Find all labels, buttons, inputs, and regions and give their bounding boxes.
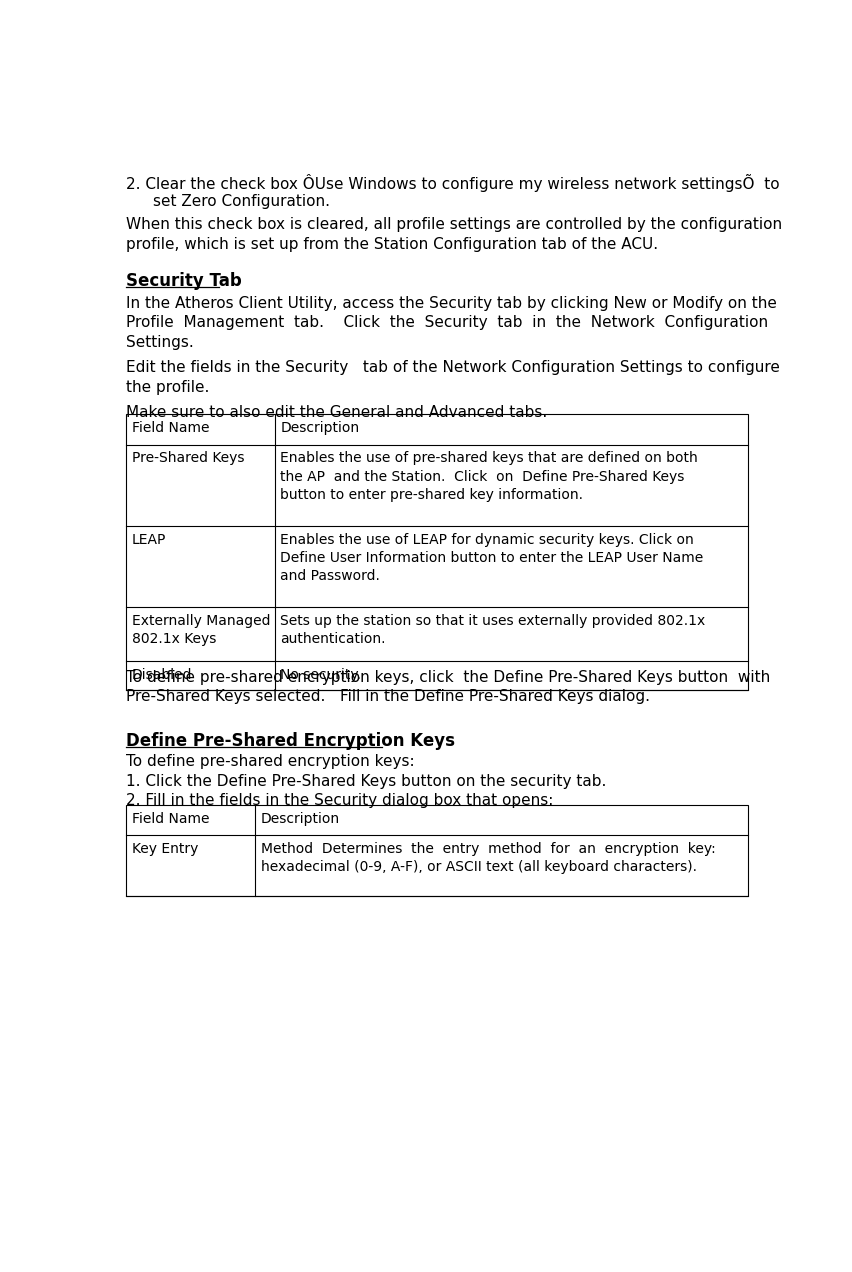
Text: hexadecimal (0-9, A-F), or ASCII text (all keyboard characters).: hexadecimal (0-9, A-F), or ASCII text (a… (261, 860, 696, 874)
Text: Pre-Shared Keys selected.   Fill in the Define Pre-Shared Keys dialog.: Pre-Shared Keys selected. Fill in the De… (126, 689, 650, 705)
Text: Profile  Management  tab.    Click  the  Security  tab  in  the  Network  Config: Profile Management tab. Click the Securi… (126, 315, 768, 331)
Text: No security.: No security. (280, 668, 361, 682)
Text: profile, which is set up from the Station Configuration tab of the ACU.: profile, which is set up from the Statio… (126, 237, 658, 252)
Text: Enables the use of pre-shared keys that are defined on both: Enables the use of pre-shared keys that … (280, 452, 698, 466)
Text: Key Entry: Key Entry (131, 842, 198, 856)
Text: Define User Information button to enter the LEAP User Name: Define User Information button to enter … (280, 551, 703, 565)
Text: Define Pre-Shared Encryption Keys: Define Pre-Shared Encryption Keys (126, 733, 455, 750)
Text: authentication.: authentication. (280, 632, 386, 646)
Text: To define pre-shared encryption keys:: To define pre-shared encryption keys: (126, 754, 415, 770)
Text: Description: Description (280, 421, 360, 435)
Text: When this check box is cleared, all profile settings are controlled by the confi: When this check box is cleared, all prof… (126, 218, 781, 233)
Text: Make sure to also edit the General and Advanced tabs.: Make sure to also edit the General and A… (126, 406, 547, 420)
Text: Settings.: Settings. (126, 335, 194, 350)
Text: Sets up the station so that it uses externally provided 802.1x: Sets up the station so that it uses exte… (280, 614, 705, 628)
Text: Method  Determines  the  entry  method  for  an  encryption  key:: Method Determines the entry method for a… (261, 842, 715, 856)
Text: set Zero Configuration.: set Zero Configuration. (153, 193, 330, 209)
Bar (126, 805, 747, 895)
Text: button to enter pre-shared key information.: button to enter pre-shared key informati… (280, 488, 583, 502)
Text: In the Atheros Client Utility, access the Security tab by clicking New or Modify: In the Atheros Client Utility, access th… (126, 295, 776, 310)
Text: 1. Click the Define Pre-Shared Keys button on the security tab.: 1. Click the Define Pre-Shared Keys butt… (126, 773, 606, 789)
Text: Field Name: Field Name (131, 812, 209, 826)
Text: Security Tab: Security Tab (126, 272, 242, 290)
Text: Enables the use of LEAP for dynamic security keys. Click on: Enables the use of LEAP for dynamic secu… (280, 533, 694, 547)
Text: 2. Fill in the fields in the Security dialog box that opens:: 2. Fill in the fields in the Security di… (126, 794, 553, 808)
Text: Disabled: Disabled (131, 668, 192, 682)
Text: Pre-Shared Keys: Pre-Shared Keys (131, 452, 244, 466)
Text: the AP  and the Station.  Click  on  Define Pre-Shared Keys: the AP and the Station. Click on Define … (280, 469, 684, 483)
Text: and Password.: and Password. (280, 569, 380, 583)
Bar (126, 415, 747, 691)
Text: 2. Clear the check box ÔUse Windows to configure my wireless network settingsÕ  : 2. Clear the check box ÔUse Windows to c… (126, 174, 780, 192)
Text: Description: Description (261, 812, 339, 826)
Text: To define pre-shared encryption keys, click  the Define Pre-Shared Keys button  : To define pre-shared encryption keys, cl… (126, 670, 770, 684)
Text: Field Name: Field Name (131, 421, 209, 435)
Text: LEAP: LEAP (131, 533, 166, 547)
Text: 802.1x Keys: 802.1x Keys (131, 632, 216, 646)
Text: Externally Managed: Externally Managed (131, 614, 270, 628)
Text: the profile.: the profile. (126, 380, 210, 394)
Text: Edit the fields in the Security   tab of the Network Configuration Settings to c: Edit the fields in the Security tab of t… (126, 360, 780, 375)
